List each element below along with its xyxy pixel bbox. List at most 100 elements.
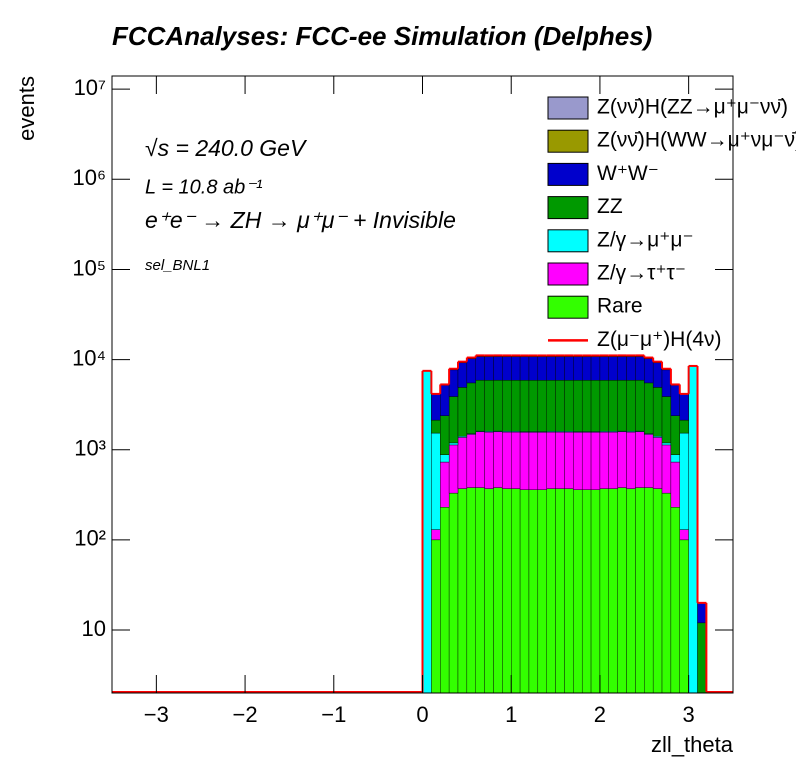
- histogram-bar: [448, 396, 459, 444]
- histogram-bar: [661, 442, 672, 446]
- histogram-bar: [519, 489, 530, 694]
- histogram-bar: [422, 370, 432, 694]
- histogram-bar: [528, 489, 539, 694]
- histogram-bar: [502, 356, 512, 381]
- histogram-bar: [519, 356, 530, 381]
- histogram-bar: [502, 431, 512, 489]
- histogram-bar: [457, 437, 468, 489]
- y-tick-label: 10²: [74, 526, 106, 551]
- histogram-bar: [573, 380, 583, 432]
- histogram-bar: [448, 369, 459, 397]
- histogram-bar: [581, 489, 592, 694]
- histogram-bar: [431, 432, 441, 530]
- histogram-bar: [431, 539, 441, 694]
- histogram-bar: [599, 431, 610, 489]
- histogram-bar: [537, 432, 547, 490]
- histogram-bar: [484, 380, 494, 432]
- legend: Z(νν̄)H(ZZ→μ⁺μ⁻νν̄) Z(νν̄)H(WW→μ⁺νμ⁻ν̄) W⁺…: [547, 96, 796, 351]
- annotation: e⁺e⁻ → ZH → μ⁺μ⁻ + Invisible: [145, 207, 456, 233]
- x-tick-label: 0: [416, 702, 428, 727]
- histogram-bar: [617, 487, 627, 694]
- annotation: sel_BNL1: [145, 257, 210, 274]
- histogram-bar: [670, 461, 680, 508]
- histogram-bar: [688, 365, 698, 694]
- histogram-bar: [590, 489, 601, 694]
- legend-label: Z/γ→μ⁺μ⁻: [597, 228, 694, 251]
- histogram-bar: [546, 488, 556, 694]
- annotation: L = 10.8 ab⁻¹: [145, 176, 263, 198]
- histogram-bar: [537, 356, 547, 381]
- histogram-bar: [608, 356, 618, 381]
- legend-swatch: [547, 96, 589, 120]
- histogram-bar: [493, 379, 503, 432]
- histogram-bar: [519, 432, 530, 490]
- histogram-bar: [652, 387, 663, 437]
- histogram-bar: [626, 431, 636, 489]
- histogram-bar: [608, 488, 618, 694]
- histogram-bar: [608, 380, 618, 432]
- histogram-bar: [457, 362, 468, 388]
- chart-title: FCCAnalyses: FCC-ee Simulation (Delphes): [112, 21, 652, 51]
- y-tick-label: 10⁶: [72, 165, 106, 190]
- histogram-bar: [537, 489, 547, 694]
- histogram-bar: [555, 356, 565, 381]
- histogram-bar: [661, 369, 672, 397]
- histogram-bar: [697, 602, 707, 624]
- histogram-bar: [635, 356, 645, 381]
- histogram-bar: [564, 380, 574, 432]
- legend-swatch: [547, 129, 589, 153]
- histogram-bar: [448, 492, 459, 694]
- y-tick-label: 10: [82, 616, 106, 641]
- histogram-bar: [519, 380, 530, 432]
- histogram-bar: [670, 415, 680, 455]
- histogram-bar: [573, 432, 583, 490]
- histogram-bar: [679, 419, 689, 434]
- histogram-bar: [502, 488, 512, 694]
- histogram-bar: [555, 431, 565, 489]
- histogram-bar: [608, 431, 618, 489]
- histogram-bar: [626, 380, 636, 432]
- histogram-bar: [617, 431, 627, 488]
- x-tick-label: 1: [505, 702, 517, 727]
- x-tick-label: 3: [683, 702, 695, 727]
- legend-label: ZZ: [597, 195, 623, 218]
- y-tick-label: 10⁵: [72, 255, 106, 280]
- histogram-bar: [644, 487, 654, 694]
- histogram-bar: [440, 415, 450, 455]
- histogram-bar: [466, 487, 476, 694]
- x-axis-label: zll_theta: [651, 732, 734, 757]
- histogram-bar: [511, 380, 521, 432]
- histogram-bar: [466, 434, 476, 488]
- histogram-bar: [661, 492, 672, 694]
- x-tick-label: −2: [233, 702, 258, 727]
- histogram-bar: [670, 454, 680, 463]
- legend-swatch: [547, 162, 589, 186]
- histogram-bar: [564, 431, 574, 489]
- histogram-bar: [581, 432, 592, 490]
- histogram-bar: [679, 539, 689, 694]
- histogram-bar: [697, 622, 707, 694]
- histogram-bar: [457, 488, 468, 694]
- legend-label: Z(νν̄)H(WW→μ⁺νμ⁻ν̄): [597, 129, 796, 152]
- x-tick-label: −3: [144, 702, 169, 727]
- x-tick-label: 2: [594, 702, 606, 727]
- histogram-bar: [652, 437, 663, 489]
- legend-swatch: [547, 229, 589, 253]
- histogram-bar: [590, 432, 601, 490]
- legend-swatch: [547, 196, 589, 220]
- histogram-bar: [652, 488, 663, 694]
- histogram-bar: [528, 380, 539, 432]
- histogram-bar: [528, 356, 539, 381]
- histogram-bar: [581, 356, 592, 381]
- y-tick-label: 10³: [74, 436, 106, 461]
- histogram-bar: [644, 434, 654, 488]
- histogram-bar: [546, 356, 556, 381]
- histogram-bar: [546, 431, 556, 489]
- histogram-bar: [661, 396, 672, 444]
- histogram-bar: [670, 507, 680, 694]
- histogram-bar: [457, 387, 468, 437]
- histogram-bar: [573, 356, 583, 381]
- histogram-bar: [466, 358, 476, 384]
- histogram-bar: [431, 394, 441, 421]
